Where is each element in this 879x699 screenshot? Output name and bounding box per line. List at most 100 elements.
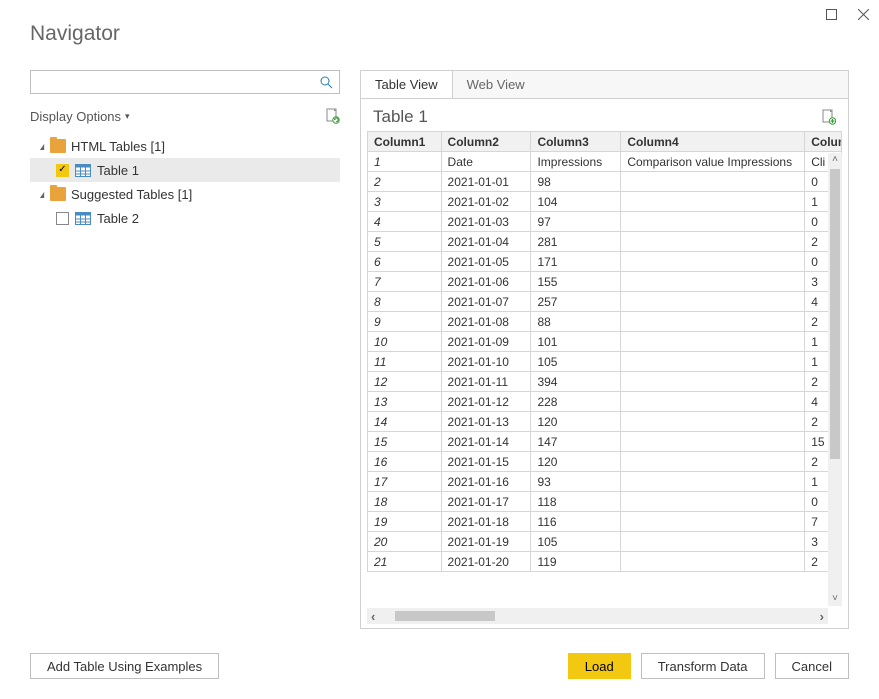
table-row[interactable]: 132021-01-122284 xyxy=(368,392,842,412)
table-cell: 88 xyxy=(531,312,621,332)
scroll-right-icon[interactable]: › xyxy=(816,609,828,624)
display-options-label: Display Options xyxy=(30,109,121,124)
add-table-using-examples-button[interactable]: Add Table Using Examples xyxy=(30,653,219,679)
table-cell: 10 xyxy=(368,332,442,352)
table-row[interactable]: 32021-01-021041 xyxy=(368,192,842,212)
table-row[interactable]: 162021-01-151202 xyxy=(368,452,842,472)
transform-data-button[interactable]: Transform Data xyxy=(641,653,765,679)
table-cell: 16 xyxy=(368,452,442,472)
table-cell xyxy=(621,472,805,492)
close-button[interactable] xyxy=(847,0,879,28)
table-cell: 2021-01-16 xyxy=(441,472,531,492)
tab-web-view[interactable]: Web View xyxy=(453,71,540,98)
table-row[interactable]: 22021-01-01980 xyxy=(368,172,842,192)
table-row[interactable]: 172021-01-16931 xyxy=(368,472,842,492)
table-cell xyxy=(621,452,805,472)
table-cell: 12 xyxy=(368,372,442,392)
checkbox[interactable]: ✓ xyxy=(56,164,69,177)
table-cell: 2021-01-06 xyxy=(441,272,531,292)
add-column-icon[interactable] xyxy=(821,109,836,125)
table-cell: Impressions xyxy=(531,152,621,172)
chevron-down-icon: ▾ xyxy=(125,111,130,122)
table-row[interactable]: 72021-01-061553 xyxy=(368,272,842,292)
chevron-down-icon[interactable]: ◢ xyxy=(38,190,46,199)
column-header[interactable]: Column5 xyxy=(805,132,842,152)
table-cell: 8 xyxy=(368,292,442,312)
table-row[interactable]: 92021-01-08882 xyxy=(368,312,842,332)
table-cell: 18 xyxy=(368,492,442,512)
table-cell xyxy=(621,172,805,192)
table-cell: 101 xyxy=(531,332,621,352)
scroll-down-icon[interactable]: ˅ xyxy=(832,592,838,606)
maximize-button[interactable] xyxy=(815,0,847,28)
table-cell: 2021-01-14 xyxy=(441,432,531,452)
table-cell: 21 xyxy=(368,552,442,572)
table-cell xyxy=(621,412,805,432)
table-cell xyxy=(621,332,805,352)
tree-item[interactable]: ✓Table 1 xyxy=(30,158,340,182)
table-cell xyxy=(621,552,805,572)
table-row[interactable]: 102021-01-091011 xyxy=(368,332,842,352)
table-cell: 2 xyxy=(368,172,442,192)
table-cell: 2021-01-02 xyxy=(441,192,531,212)
display-options-dropdown[interactable]: Display Options ▾ xyxy=(30,109,130,124)
table-cell: 120 xyxy=(531,452,621,472)
table-row[interactable]: 142021-01-131202 xyxy=(368,412,842,432)
table-cell: 97 xyxy=(531,212,621,232)
column-header[interactable]: Column4 xyxy=(621,132,805,152)
table-cell: 98 xyxy=(531,172,621,192)
table-row[interactable]: 112021-01-101051 xyxy=(368,352,842,372)
table-row[interactable]: 122021-01-113942 xyxy=(368,372,842,392)
table-cell: 116 xyxy=(531,512,621,532)
horizontal-scrollbar[interactable]: ‹ › xyxy=(367,608,828,624)
preview-table: Column1Column2Column3Column4Column51Date… xyxy=(367,131,842,572)
tree-group[interactable]: ◢ Suggested Tables [1] xyxy=(30,182,340,206)
scroll-thumb[interactable] xyxy=(830,169,840,459)
tab-table-view[interactable]: Table View xyxy=(361,71,453,98)
load-button[interactable]: Load xyxy=(568,653,631,679)
table-row[interactable]: 52021-01-042812 xyxy=(368,232,842,252)
column-header[interactable]: Column1 xyxy=(368,132,442,152)
column-header[interactable]: Column3 xyxy=(531,132,621,152)
chevron-down-icon[interactable]: ◢ xyxy=(38,142,46,151)
column-header[interactable]: Column2 xyxy=(441,132,531,152)
table-cell: 19 xyxy=(368,512,442,532)
table-cell: 155 xyxy=(531,272,621,292)
tree-group-label: Suggested Tables [1] xyxy=(71,187,192,202)
table-cell: 1 xyxy=(368,152,442,172)
table-row[interactable]: 82021-01-072574 xyxy=(368,292,842,312)
search-box[interactable] xyxy=(30,70,340,94)
table-row[interactable]: 182021-01-171180 xyxy=(368,492,842,512)
table-cell: 105 xyxy=(531,532,621,552)
search-icon[interactable] xyxy=(320,76,333,89)
table-row[interactable]: 152021-01-1414715 xyxy=(368,432,842,452)
table-cell: 281 xyxy=(531,232,621,252)
table-cell: 9 xyxy=(368,312,442,332)
table-row[interactable]: 42021-01-03970 xyxy=(368,212,842,232)
table-cell xyxy=(621,312,805,332)
preview-tabs: Table ViewWeb View xyxy=(361,71,848,99)
table-row[interactable]: 212021-01-201192 xyxy=(368,552,842,572)
table-cell: 2021-01-05 xyxy=(441,252,531,272)
tree-item[interactable]: Table 2 xyxy=(30,206,340,230)
table-row[interactable]: 202021-01-191053 xyxy=(368,532,842,552)
page-title: Navigator xyxy=(0,0,879,46)
table-cell: 257 xyxy=(531,292,621,312)
checkbox[interactable] xyxy=(56,212,69,225)
table-row[interactable]: 62021-01-051710 xyxy=(368,252,842,272)
hscroll-thumb[interactable] xyxy=(395,611,495,621)
table-cell: 171 xyxy=(531,252,621,272)
table-cell xyxy=(621,492,805,512)
table-row[interactable]: 1DateImpressionsComparison value Impress… xyxy=(368,152,842,172)
preview-pane: Table ViewWeb View Table 1 Column1Column… xyxy=(360,70,849,629)
refresh-icon[interactable] xyxy=(325,108,340,124)
table-cell: 4 xyxy=(368,212,442,232)
vertical-scrollbar[interactable]: ˄ ˅ xyxy=(828,153,842,606)
table-row[interactable]: 192021-01-181167 xyxy=(368,512,842,532)
scroll-up-icon[interactable]: ˄ xyxy=(832,153,838,167)
search-input[interactable] xyxy=(37,74,320,91)
cancel-button[interactable]: Cancel xyxy=(775,653,849,679)
tree-group[interactable]: ◢HTML Tables [1] xyxy=(30,134,340,158)
table-cell: 93 xyxy=(531,472,621,492)
scroll-left-icon[interactable]: ‹ xyxy=(367,609,379,624)
